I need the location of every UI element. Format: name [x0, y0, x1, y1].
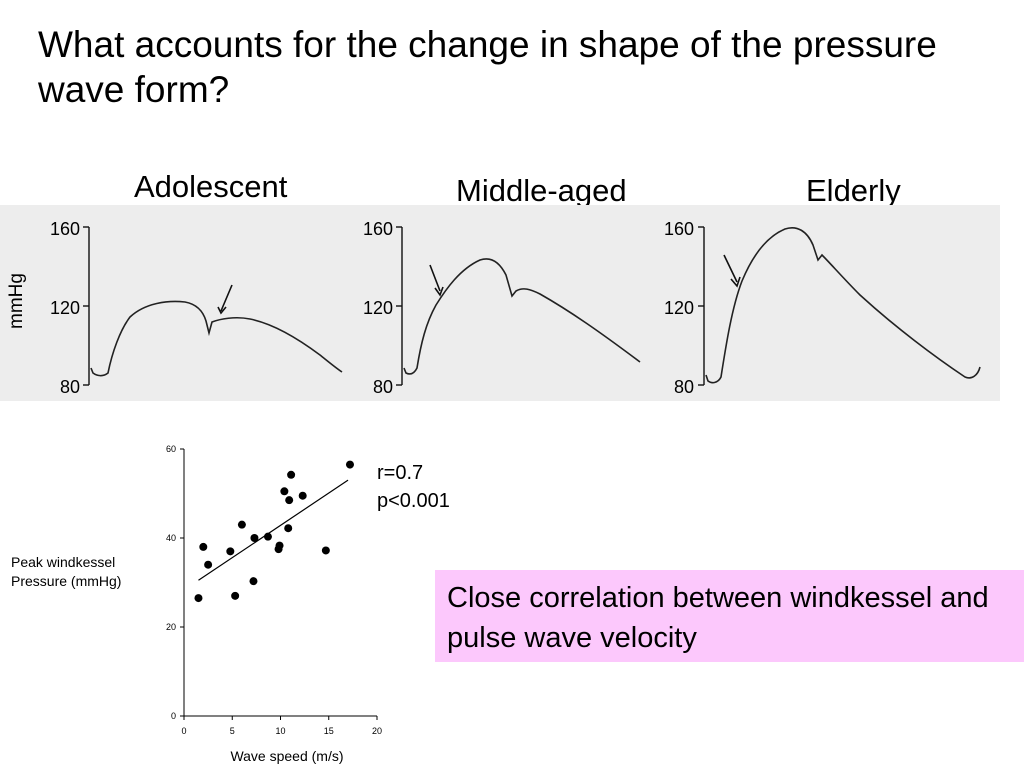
scatter-y-axis-label-line-1: Peak windkessel — [11, 554, 116, 570]
scatter-y-tick-label: 0 — [171, 711, 176, 721]
scatter-trendline-group — [198, 479, 349, 581]
scatter-points — [194, 460, 354, 603]
scatter-point — [231, 591, 240, 600]
scatter-x-tick-label: 5 — [230, 726, 235, 736]
arrowhead-middle-aged — [434, 286, 444, 297]
waveform-adolescent — [90, 300, 343, 377]
scatter-point — [263, 532, 272, 541]
correlation-r: r=0.7 — [377, 462, 424, 484]
panel-2-tick-label-80: 80 — [373, 377, 393, 397]
scatter-trendline — [198, 479, 349, 581]
scatter-point — [199, 542, 208, 551]
waveform-panel-middle-aged: 160 120 80 — [363, 219, 641, 397]
scatter-y-axis-label: Peak windkessel Pressure (mmHg) — [11, 553, 121, 591]
panel-2-tick-label-120: 120 — [363, 298, 393, 318]
panel-3-tick-label-120: 120 — [664, 298, 694, 318]
scatter-point — [204, 560, 213, 569]
waveform-panel-adolescent: 160 120 80 — [50, 219, 343, 397]
scatter-x-tick-label: 20 — [372, 726, 382, 736]
scatter-y-tick-label: 60 — [166, 444, 176, 454]
panel-1-tick-label-80: 80 — [60, 377, 80, 397]
panel-1-tick-label-120: 120 — [50, 298, 80, 318]
panel-label-elderly: Elderly — [806, 173, 901, 208]
scatter-x-tick-label: 15 — [324, 726, 334, 736]
scatter-point — [275, 541, 284, 550]
scatter-point — [250, 534, 259, 542]
scatter-point — [345, 460, 354, 469]
slide-title: What accounts for the change in shape of… — [38, 24, 937, 110]
arrow-adolescent — [220, 284, 233, 312]
panel-1-tick-label-160: 160 — [50, 219, 80, 239]
scatter-point — [226, 547, 235, 556]
scatter-y-tick-label: 40 — [166, 533, 176, 543]
waveform-panel-elderly: 160 120 80 — [664, 219, 981, 397]
correlation-p: p<0.001 — [377, 490, 450, 512]
arrowhead-elderly — [730, 276, 741, 288]
scatter-point — [285, 496, 294, 505]
waveform-middle-aged — [403, 258, 641, 375]
panel-3-tick-label-160: 160 — [664, 219, 694, 239]
scatter-point — [194, 594, 203, 603]
mmhg-axis-label: mmHg — [6, 273, 27, 329]
panel-3-tick-label-80: 80 — [674, 377, 694, 397]
scatter-x-tick-label: 10 — [275, 726, 285, 736]
scatter-point — [287, 470, 296, 479]
arrow-middle-aged — [429, 264, 441, 292]
waveform-elderly — [705, 227, 981, 384]
scatter-y-tick-label: 20 — [166, 622, 176, 632]
scatter-x-axis-label: Wave speed (m/s) — [230, 748, 343, 764]
scatter-x-tick-label: 0 — [181, 726, 186, 736]
scatter-axes: 0 5 10 15 20 0 20 40 60 — [166, 444, 382, 736]
scatter-y-axis-label-line-2: Pressure (mmHg) — [11, 573, 122, 589]
correlation-stats: r=0.7 p<0.001 — [377, 459, 450, 515]
scatter-point — [298, 491, 307, 500]
arrowhead-adolescent — [217, 306, 227, 315]
arrow-elderly — [723, 254, 738, 283]
waveform-strip: mmHg 160 120 80 160 120 80 — [0, 205, 1000, 401]
scatter-point — [280, 487, 289, 496]
panel-label-adolescent: Adolescent — [134, 169, 288, 204]
panel-2-tick-label-160: 160 — [363, 219, 393, 239]
panel-label-middle-aged: Middle-aged — [456, 173, 627, 208]
scatter-point — [321, 546, 330, 555]
waveform-figure: mmHg 160 120 80 160 120 80 — [6, 219, 981, 397]
scatter-point — [249, 577, 258, 586]
callout-box: Close correlation between windkessel and… — [435, 570, 1024, 662]
scatter-point — [237, 520, 246, 529]
scatter-point — [284, 524, 293, 533]
